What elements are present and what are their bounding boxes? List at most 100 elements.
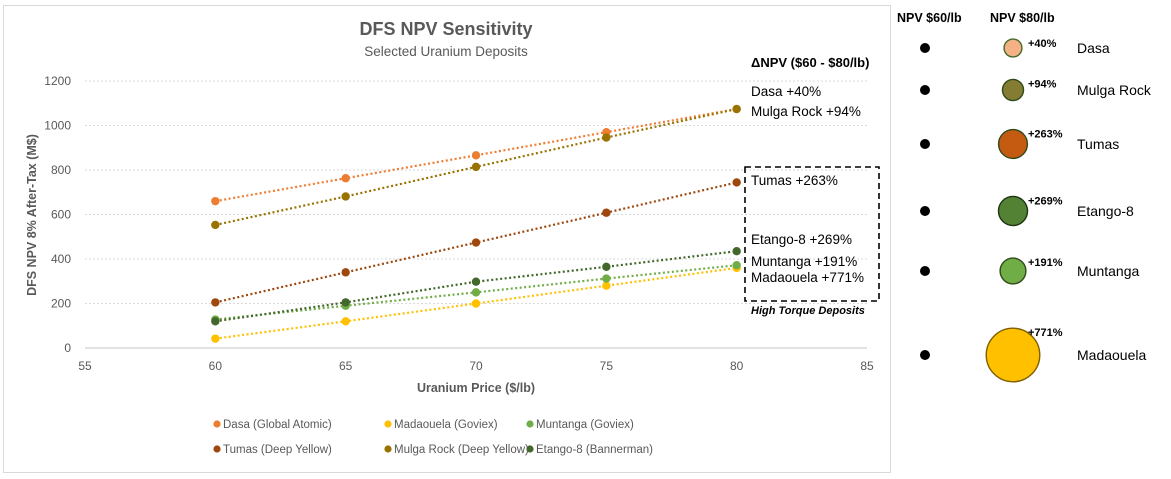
x-tick-label: 60 [209,359,223,373]
bubble-pct-label: +191% [1028,257,1063,269]
legend-item: Madaouela (Goviex) [384,419,498,431]
series-etango-8 [211,247,741,326]
x-tick-label: 55 [78,359,92,373]
chart-frame [3,5,891,473]
high-torque-caption: High Torque Deposits [751,305,865,317]
legend: Dasa (Global Atomic) Madaouela (Goviex) Mu… [213,419,653,456]
legend-item: Etango-8 (Bannerman) [526,444,653,456]
gridlines [85,80,867,304]
data-point [602,281,611,290]
legend-label: Muntanga (Goviex) [536,419,634,431]
series-tumas [211,178,741,307]
x-tick-label: 70 [469,359,483,373]
bubble-pct-label: +40% [1028,38,1057,50]
data-point [341,298,350,307]
bubble-row-dasa: +40% Dasa [920,38,1110,58]
delta-npv-header: ΔNPV ($60 - $80/lb) [751,55,869,70]
bubble-name-label: Muntanga [1077,263,1139,279]
delta-npv-label: Etango-8 +269% [751,232,852,247]
data-point [341,192,350,201]
npv60-dot [920,139,930,149]
legend-label: Mulga Rock (Deep Yellow) [394,444,529,456]
data-point [471,238,481,247]
npv60-dot [920,43,930,53]
legend-item: Tumas (Deep Yellow) [213,444,332,456]
data-point [211,220,220,230]
bubble-pct-label: +771% [1028,327,1063,339]
y-tick-label: 600 [51,208,71,222]
x-tick-label: 80 [730,359,744,373]
delta-npv-label: Dasa +40% [751,84,821,99]
bubble-pct-label: +94% [1028,78,1057,90]
npv80-bubble [985,327,1041,383]
chart-subtitle: Selected Uranium Deposits [364,44,528,59]
delta-npv-annotations: Dasa +40% Mulga Rock +94% Tumas +263% Etang… [751,84,864,285]
bubble-name-label: Madaouela [1077,347,1146,363]
npv60-dot [920,85,930,95]
data-point [211,196,220,206]
x-axis-ticks: 55 60 65 70 75 80 85 [78,359,874,373]
bubble-row-mulga-rock: +94% Mulga Rock [920,78,1152,102]
data-point [341,268,350,277]
series-line [215,107,737,203]
npv60-dot [920,206,930,216]
npv80-bubble [1003,38,1023,58]
legend-item: Muntanga (Goviex) [526,419,634,431]
legend-marker [384,445,392,453]
npv80-bubble [997,128,1029,160]
npv80-bubble [997,195,1029,227]
bubble-row-etango-8: +269% Etango-8 [920,195,1134,227]
delta-npv-label: Muntanga +191% [751,254,857,269]
bubble-name-label: Dasa [1077,40,1110,56]
series-dasa [211,104,741,206]
data-point [471,277,481,286]
series-muntanga [211,261,741,324]
x-axis-title: Uranium Price ($/lb) [417,381,535,395]
y-tick-label: 800 [51,163,71,177]
npv80-bubble [999,257,1027,285]
npv80-bubble [1001,78,1025,102]
bubble-name-label: Tumas [1077,136,1119,152]
bubble-row-muntanga: +191% Muntanga [920,257,1139,285]
bubble-row-tumas: +263% Tumas [920,128,1119,160]
delta-npv-label: Tumas +263% [751,173,838,188]
x-tick-label: 85 [860,359,874,373]
bubble-col1-header: NPV $60/lb [897,11,962,25]
chart-title: DFS NPV Sensitivity [359,19,532,39]
y-tick-label: 0 [64,341,71,355]
legend-marker [384,420,392,428]
data-point [471,288,481,297]
legend-marker [526,445,534,453]
bubble-name-label: Etango-8 [1077,203,1134,219]
data-point [471,299,481,308]
data-point [732,104,741,114]
y-tick-label: 400 [51,252,71,266]
legend-label: Tumas (Deep Yellow) [223,444,332,456]
data-point [211,298,220,307]
data-point [471,162,481,172]
x-tick-label: 65 [339,359,353,373]
delta-npv-label: Mulga Rock +94% [751,104,861,119]
series-line [215,250,737,323]
bubble-col2-header: NPV $80/lb [990,11,1055,25]
data-point [341,317,350,326]
data-point [602,208,611,217]
data-point [471,151,481,160]
npv60-dot [920,266,930,276]
data-point [732,247,741,256]
data-point [602,274,611,283]
delta-npv-label: Madaouela +771% [751,270,864,285]
bubble-pct-label: +269% [1028,195,1063,207]
data-point [211,334,220,343]
y-tick-label: 200 [51,297,71,311]
legend-label: Dasa (Global Atomic) [223,419,332,431]
data-point [602,262,611,271]
data-point [211,317,220,326]
y-tick-label: 1000 [44,119,71,133]
data-point [732,261,741,270]
bubble-row-madaouela: +771% Madaouela [920,327,1146,383]
series-group [211,104,741,343]
legend-marker [213,445,221,453]
data-point [341,174,350,183]
